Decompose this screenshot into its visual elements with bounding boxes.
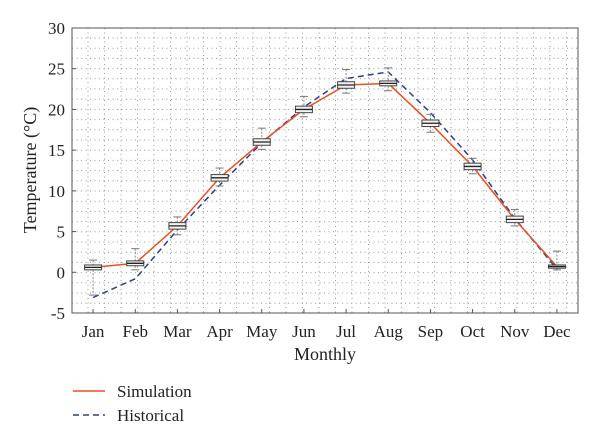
- box-plot-nov: [505, 209, 524, 227]
- x-tick-label-dec: Dec: [543, 322, 571, 341]
- x-tick-label-may: May: [246, 322, 278, 341]
- legend-historical-label: Historical: [117, 406, 184, 425]
- box-plot-jun: [294, 95, 313, 118]
- x-tick-label-jul: Jul: [336, 322, 356, 341]
- series-line-simulation: [93, 82, 558, 269]
- grid: [72, 28, 578, 313]
- x-tick-label-sep: Sep: [418, 322, 444, 341]
- box-plot-oct: [463, 157, 482, 175]
- y-tick-label: -5: [51, 304, 65, 323]
- x-tick-label-feb: Feb: [123, 322, 149, 341]
- y-tick-label: 25: [48, 60, 65, 79]
- x-tick-label-nov: Nov: [500, 322, 530, 341]
- box-plot-sep: [421, 113, 440, 133]
- x-tick-label-mar: Mar: [163, 322, 192, 341]
- legend-simulation-label: Simulation: [117, 382, 192, 401]
- y-tick-label: 30: [48, 19, 65, 38]
- y-tick-label: 20: [48, 100, 65, 119]
- series-lines: [92, 71, 558, 299]
- box-plot-jul: [337, 69, 356, 94]
- x-tick-label-apr: Apr: [206, 322, 233, 341]
- box-plot-may: [252, 127, 271, 150]
- y-tick-label: 0: [57, 263, 66, 282]
- x-axis-ticks: Jan Feb Mar Apr May Jun Jul Aug Sep Oct Nov Dec: [82, 309, 571, 341]
- y-axis-ticks: -5 0 5 10 15 20 25 30: [48, 19, 76, 323]
- box-plot-feb: [126, 248, 145, 271]
- box-plots: [84, 67, 566, 296]
- box-plot-aug: [379, 67, 398, 92]
- y-tick-label: 5: [57, 223, 66, 242]
- x-tick-label-jun: Jun: [292, 322, 316, 341]
- x-tick-label-jan: Jan: [82, 322, 105, 341]
- x-axis-title: Monthly: [294, 344, 356, 364]
- box-plot-jan: [84, 259, 103, 296]
- y-axis-title: Temperature (°C): [20, 107, 41, 233]
- x-tick-label-oct: Oct: [460, 322, 485, 341]
- box-plot-apr: [210, 167, 229, 187]
- y-tick-label: 10: [48, 182, 65, 201]
- legend: Simulation Historical: [73, 382, 192, 425]
- box-plot-dec: [547, 250, 566, 271]
- y-tick-label: 15: [48, 141, 65, 160]
- box-plot-mar: [168, 216, 187, 236]
- plot-frame: [71, 27, 579, 314]
- x-tick-label-aug: Aug: [374, 322, 404, 341]
